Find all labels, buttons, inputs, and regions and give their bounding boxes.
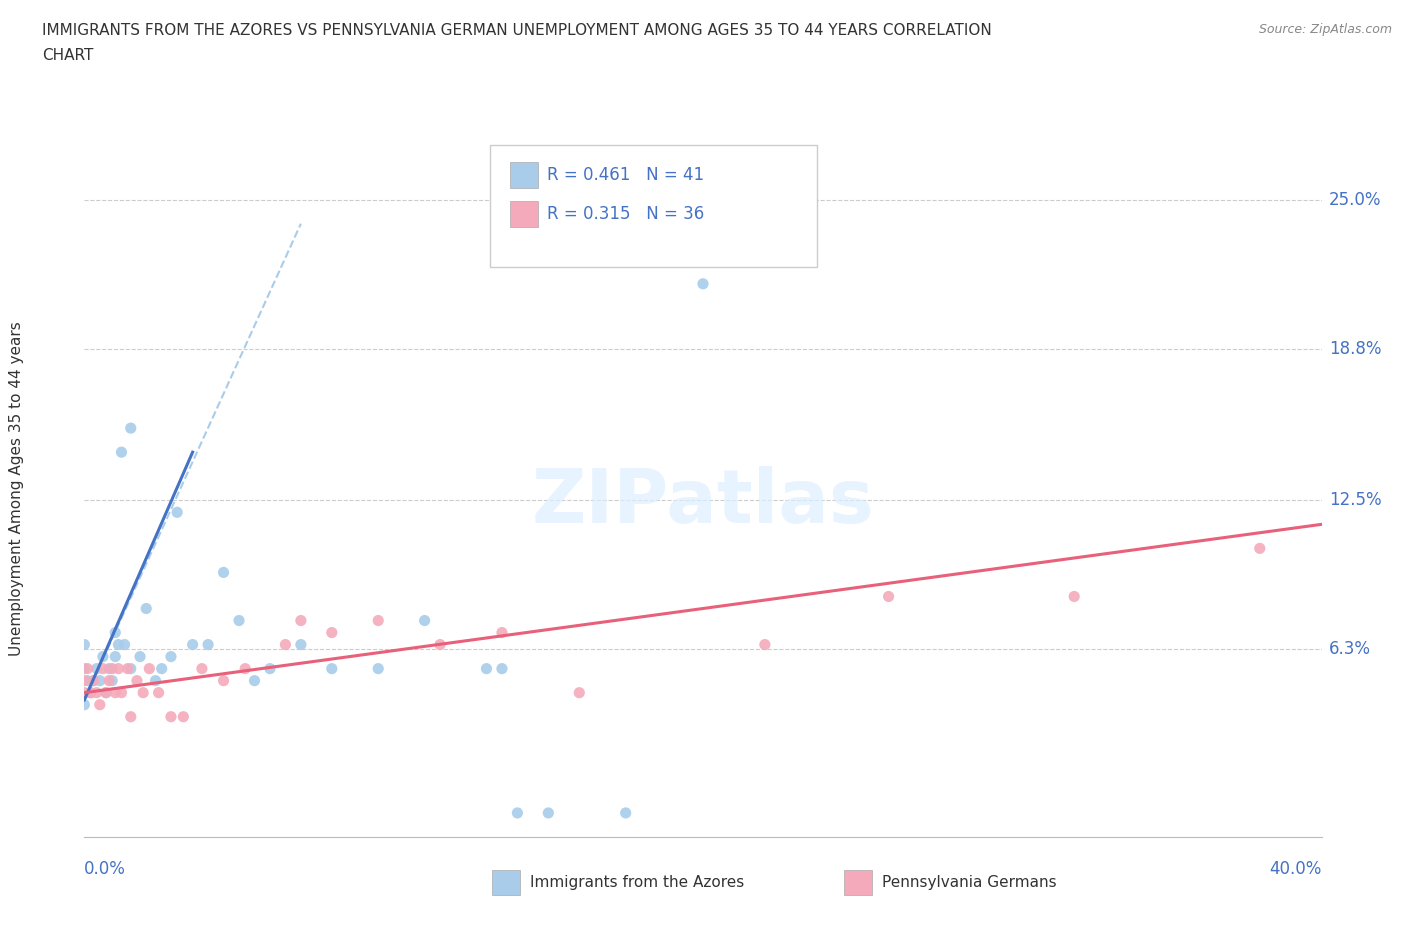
Point bbox=[79, 685, 101, 700]
Text: R = 0.461   N = 41: R = 0.461 N = 41 bbox=[547, 166, 704, 184]
Point bbox=[120, 420, 142, 435]
Point bbox=[259, 661, 281, 676]
Text: 18.8%: 18.8% bbox=[1329, 339, 1381, 358]
Point bbox=[107, 661, 129, 676]
Point bbox=[491, 661, 513, 676]
Point bbox=[117, 661, 139, 676]
Point bbox=[321, 625, 343, 640]
Text: ZIPatlas: ZIPatlas bbox=[531, 466, 875, 538]
Point bbox=[104, 649, 127, 664]
Point bbox=[91, 649, 114, 664]
Point bbox=[160, 710, 183, 724]
Text: Source: ZipAtlas.com: Source: ZipAtlas.com bbox=[1258, 23, 1392, 36]
Point bbox=[120, 710, 142, 724]
Point bbox=[91, 661, 114, 676]
Point bbox=[135, 601, 157, 616]
Point bbox=[243, 673, 266, 688]
Point bbox=[506, 805, 529, 820]
Point bbox=[413, 613, 436, 628]
Text: 0.0%: 0.0% bbox=[84, 860, 127, 878]
Point bbox=[692, 276, 714, 291]
Text: CHART: CHART bbox=[42, 48, 94, 63]
Point bbox=[754, 637, 776, 652]
Point bbox=[568, 685, 591, 700]
Point bbox=[132, 685, 155, 700]
Point bbox=[129, 649, 152, 664]
Text: 6.3%: 6.3% bbox=[1329, 641, 1371, 658]
Point bbox=[181, 637, 204, 652]
Point bbox=[145, 673, 167, 688]
Point bbox=[367, 661, 389, 676]
Point bbox=[1063, 589, 1085, 604]
Point bbox=[110, 445, 132, 459]
Point bbox=[212, 673, 235, 688]
Point bbox=[877, 589, 900, 604]
Point bbox=[98, 661, 121, 676]
Point bbox=[73, 698, 96, 712]
Point bbox=[104, 685, 127, 700]
Point bbox=[94, 685, 117, 700]
Point bbox=[138, 661, 160, 676]
Point bbox=[89, 673, 111, 688]
Point bbox=[76, 673, 98, 688]
Text: 25.0%: 25.0% bbox=[1329, 191, 1381, 208]
Point bbox=[1249, 541, 1271, 556]
Point bbox=[150, 661, 173, 676]
Point bbox=[475, 661, 498, 676]
Point bbox=[89, 698, 111, 712]
Point bbox=[76, 661, 98, 676]
Point bbox=[104, 625, 127, 640]
Point bbox=[491, 625, 513, 640]
Point bbox=[101, 673, 124, 688]
Point bbox=[79, 685, 101, 700]
Text: Pennsylvania Germans: Pennsylvania Germans bbox=[882, 875, 1056, 890]
Point bbox=[101, 661, 124, 676]
Point bbox=[274, 637, 297, 652]
Point bbox=[614, 805, 637, 820]
Point bbox=[86, 661, 108, 676]
Point bbox=[114, 637, 136, 652]
Point bbox=[321, 661, 343, 676]
Point bbox=[290, 613, 312, 628]
Point bbox=[160, 649, 183, 664]
Point bbox=[86, 685, 108, 700]
Text: IMMIGRANTS FROM THE AZORES VS PENNSYLVANIA GERMAN UNEMPLOYMENT AMONG AGES 35 TO : IMMIGRANTS FROM THE AZORES VS PENNSYLVAN… bbox=[42, 23, 991, 38]
Point bbox=[110, 685, 132, 700]
Point bbox=[172, 710, 194, 724]
Point bbox=[73, 685, 96, 700]
Point bbox=[73, 661, 96, 676]
Point bbox=[83, 673, 105, 688]
Text: Unemployment Among Ages 35 to 44 years: Unemployment Among Ages 35 to 44 years bbox=[10, 321, 24, 656]
Point bbox=[367, 613, 389, 628]
Point bbox=[148, 685, 170, 700]
Text: 40.0%: 40.0% bbox=[1270, 860, 1322, 878]
Point bbox=[125, 673, 148, 688]
Point bbox=[94, 685, 117, 700]
Point bbox=[290, 637, 312, 652]
Text: Immigrants from the Azores: Immigrants from the Azores bbox=[530, 875, 744, 890]
Point bbox=[212, 565, 235, 580]
Point bbox=[228, 613, 250, 628]
Text: 12.5%: 12.5% bbox=[1329, 491, 1381, 510]
Point bbox=[197, 637, 219, 652]
Point bbox=[537, 805, 560, 820]
Point bbox=[166, 505, 188, 520]
Point bbox=[429, 637, 451, 652]
Text: R = 0.315   N = 36: R = 0.315 N = 36 bbox=[547, 206, 704, 223]
Point bbox=[191, 661, 214, 676]
Point bbox=[83, 673, 105, 688]
Point bbox=[73, 637, 96, 652]
Point bbox=[233, 661, 256, 676]
Point bbox=[120, 661, 142, 676]
Point bbox=[98, 673, 121, 688]
Point bbox=[73, 673, 96, 688]
Point bbox=[107, 637, 129, 652]
